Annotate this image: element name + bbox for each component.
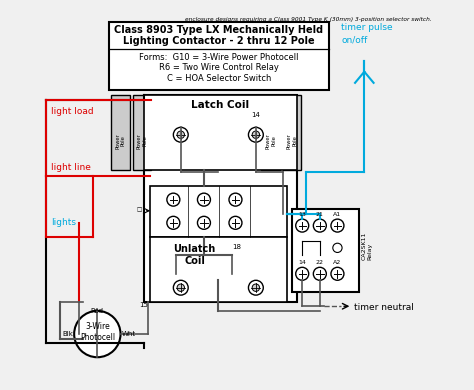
Text: Wht: Wht — [121, 331, 136, 337]
Circle shape — [74, 311, 120, 357]
Text: Forms:  G10 = 3-Wire Power Photocell: Forms: G10 = 3-Wire Power Photocell — [139, 53, 299, 62]
Circle shape — [252, 131, 260, 138]
Circle shape — [173, 280, 188, 295]
Circle shape — [229, 193, 242, 206]
Text: Power
Pole: Power Pole — [287, 133, 297, 149]
Text: C = HOA Selector Switch: C = HOA Selector Switch — [166, 74, 271, 83]
Circle shape — [331, 267, 344, 280]
Text: Power
Pole: Power Pole — [115, 133, 126, 149]
Bar — [111, 95, 130, 170]
Circle shape — [198, 193, 210, 206]
Text: □: □ — [137, 207, 142, 212]
Text: 14: 14 — [298, 260, 306, 265]
Text: Unlatch
Coil: Unlatch Coil — [173, 244, 216, 266]
Text: Red: Red — [91, 308, 104, 314]
Text: 21: 21 — [316, 212, 324, 217]
Text: Latch Coil: Latch Coil — [191, 99, 249, 110]
Bar — [283, 95, 301, 170]
Circle shape — [167, 216, 180, 229]
Text: light line: light line — [51, 163, 91, 172]
Bar — [150, 237, 287, 301]
Text: A2: A2 — [333, 260, 342, 265]
Circle shape — [331, 219, 344, 232]
Bar — [262, 95, 280, 170]
Circle shape — [198, 216, 210, 229]
Text: 22: 22 — [316, 260, 324, 265]
Text: timer pulse
on/off: timer pulse on/off — [341, 23, 393, 44]
Circle shape — [252, 284, 260, 291]
Text: 15: 15 — [139, 301, 148, 308]
Circle shape — [229, 216, 242, 229]
Circle shape — [177, 284, 184, 291]
Text: 3-Wire
Photocell: 3-Wire Photocell — [80, 322, 115, 342]
Bar — [109, 21, 329, 90]
Text: Lighting Contactor - 2 thru 12 Pole: Lighting Contactor - 2 thru 12 Pole — [123, 35, 315, 46]
Circle shape — [248, 127, 263, 142]
Text: 13: 13 — [298, 212, 306, 217]
Circle shape — [333, 243, 342, 252]
Text: 14: 14 — [251, 112, 260, 119]
Text: Power
Pole: Power Pole — [265, 133, 276, 149]
Circle shape — [296, 267, 309, 280]
Text: Blk: Blk — [63, 331, 73, 337]
Circle shape — [296, 219, 309, 232]
Circle shape — [177, 131, 184, 138]
Text: R6 = Two Wire Control Relay: R6 = Two Wire Control Relay — [159, 63, 279, 73]
Text: Class 8903 Type LX Mechanically Held: Class 8903 Type LX Mechanically Held — [114, 25, 323, 35]
Bar — [144, 95, 297, 170]
Circle shape — [167, 193, 180, 206]
Text: CA2SK11
Relay: CA2SK11 Relay — [362, 232, 373, 260]
Circle shape — [173, 127, 188, 142]
Circle shape — [248, 280, 263, 295]
Bar — [133, 95, 151, 170]
Bar — [144, 95, 297, 301]
Text: lights: lights — [51, 218, 76, 227]
Text: 18: 18 — [232, 244, 241, 250]
Circle shape — [313, 267, 326, 280]
Bar — [292, 209, 359, 292]
Text: A1: A1 — [333, 212, 341, 217]
Text: timer neutral: timer neutral — [354, 303, 414, 312]
Text: Power
Pole: Power Pole — [137, 133, 147, 149]
Text: light load: light load — [51, 107, 93, 116]
Text: enclosure designs requiring a Class 9001 Type K (30mm) 3-position selector switc: enclosure designs requiring a Class 9001… — [185, 17, 432, 22]
Circle shape — [313, 219, 326, 232]
Bar — [150, 186, 287, 237]
